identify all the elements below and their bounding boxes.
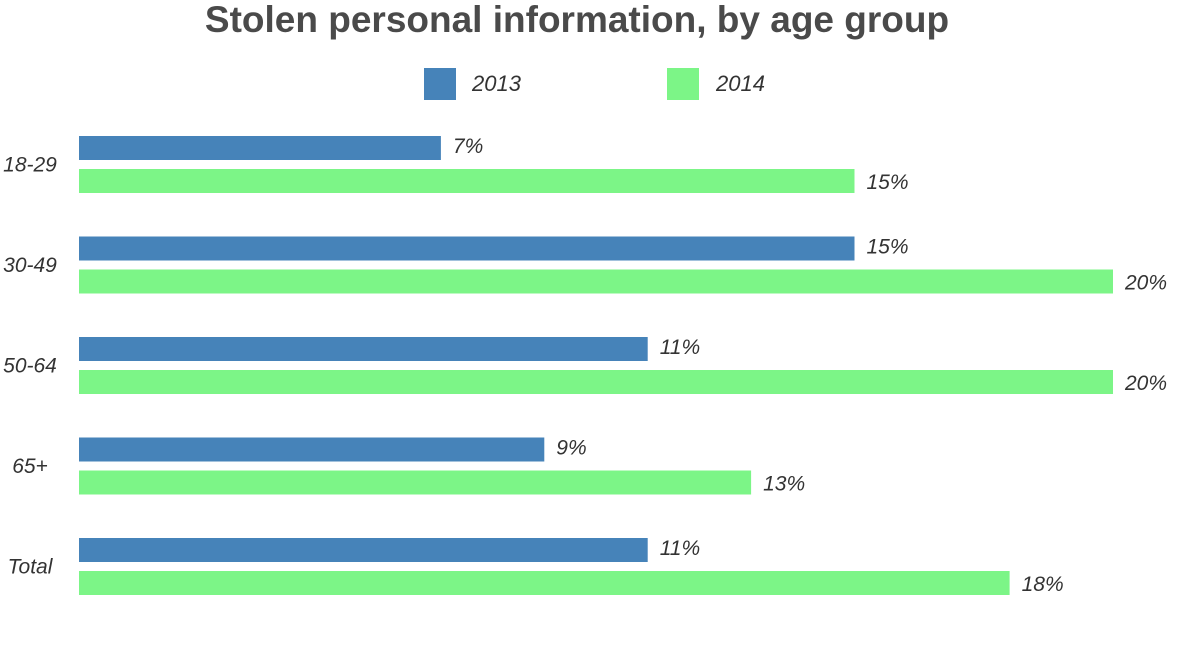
bar-2013: [79, 136, 441, 160]
value-label: 11%: [660, 537, 700, 560]
value-labels: 7% 15% 15% 20% 11% 20% 9% 13% 11% 18%: [453, 135, 1167, 596]
bar-2014: [79, 571, 1010, 595]
legend-label-2014: 2014: [715, 71, 765, 96]
value-label: 9%: [556, 437, 586, 460]
legend-swatch-2013: [424, 68, 456, 100]
value-label: 11%: [660, 336, 700, 359]
category-label: 65+: [12, 455, 48, 478]
category-label: 18-29: [3, 154, 57, 177]
value-label: 18%: [1022, 573, 1064, 596]
bar-2013: [79, 538, 648, 562]
chart-title: Stolen personal information, by age grou…: [205, 0, 949, 40]
value-label: 20%: [1124, 372, 1167, 395]
bar-2013: [79, 337, 648, 361]
value-label: 15%: [867, 171, 909, 194]
category-axis: 18-29 30-49 50-64 65+ Total: [3, 154, 57, 579]
category-label: 30-49: [3, 254, 57, 277]
category-label: Total: [8, 556, 54, 579]
bar-2014: [79, 470, 752, 495]
legend-label-2013: 2013: [471, 71, 522, 96]
bars: [79, 136, 1113, 595]
bar-2014: [79, 269, 1113, 294]
legend-swatch-2014: [667, 68, 699, 100]
value-label: 15%: [867, 236, 909, 259]
bar-2013: [79, 437, 545, 462]
bar-2014: [79, 370, 1113, 394]
category-label: 50-64: [3, 355, 57, 378]
bar-2013: [79, 236, 855, 261]
bar-2014: [79, 169, 855, 193]
legend: 2013 2014: [424, 68, 765, 100]
value-label: 20%: [1124, 272, 1167, 295]
value-label: 13%: [763, 473, 805, 496]
value-label: 7%: [453, 135, 483, 158]
